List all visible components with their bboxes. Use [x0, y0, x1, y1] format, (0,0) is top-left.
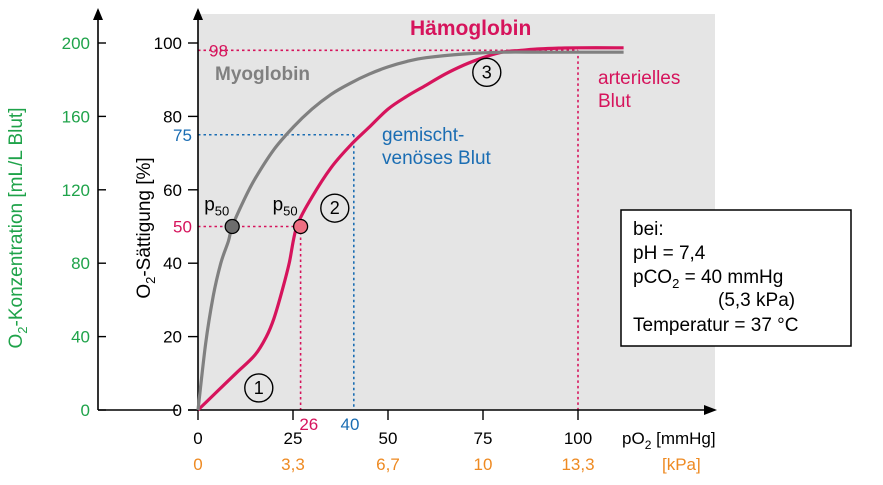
- y-tick-label-80: 80: [163, 107, 182, 126]
- p50-label-hb: p50: [273, 195, 298, 219]
- y2-tick-label-120: 120: [62, 181, 90, 200]
- circled-number-label-1: 1: [254, 378, 264, 398]
- conditions-title: bei:: [633, 219, 664, 240]
- y2-tick-label-40: 40: [71, 328, 90, 347]
- conditions-ph: pH = 7,4: [633, 243, 706, 264]
- circled-number-label-3: 3: [482, 62, 492, 82]
- x-kpa-label-2: 6,7: [376, 455, 400, 474]
- x-tick-label-0: 0: [193, 429, 202, 448]
- x-tick-label-75: 75: [474, 429, 493, 448]
- arterial-label-line2: Blut: [598, 91, 631, 112]
- conditions-temperature: Temperatur = 37 °C: [633, 315, 798, 336]
- x-tick-label-100: 100: [564, 429, 592, 448]
- p50-point-hb: [292, 218, 309, 235]
- p50-point-mb: [224, 218, 240, 235]
- y-tick-label-20: 20: [163, 328, 182, 347]
- venous-label-line1: gemischt-: [382, 125, 464, 146]
- axes: 020406080100O2-Sättigung [%]040801201602…: [6, 8, 717, 474]
- x-kpa-label-1: 3,3: [281, 455, 305, 474]
- x-axis-arrow: [704, 405, 717, 415]
- circled-number-3: [472, 57, 502, 88]
- conditions-kpa: (5,3 kPa): [718, 290, 795, 311]
- y2-axis-title: O2-Konzentration [mL/L Blut]: [6, 108, 30, 349]
- curves: [196, 46, 624, 412]
- p50-label-mb: p50: [204, 195, 229, 219]
- series-line-hb: [196, 46, 624, 412]
- y2-axis-arrow: [93, 8, 103, 20]
- y2-tick-label-200: 200: [62, 34, 90, 53]
- x-marker-26: 26: [299, 415, 318, 434]
- x-marker-40: 40: [341, 415, 360, 434]
- reference-value-98: 98: [209, 41, 228, 60]
- conditions-box: bei: pH = 7,4 pCO2 = 40 mmHg(5,3 kPa) Tempe…: [620, 209, 852, 347]
- y2-tick-label-0: 0: [81, 401, 90, 420]
- reference-value-50: 50: [173, 218, 192, 237]
- circled-number-1: [244, 373, 274, 403]
- y-tick-label-100: 100: [154, 34, 182, 53]
- x-kpa-label-3: 10: [474, 455, 493, 474]
- x-kpa-label-0: 0: [193, 455, 202, 474]
- conditions-pco2: pCO2 = 40 mmHg: [633, 267, 783, 291]
- labels: 98 75 50 26 40 p50 p50 1 2 3 Hämoglobin Myoglobin ge…: [173, 17, 680, 434]
- y-axis-title: O2-Sättigung [%]: [134, 157, 158, 298]
- conditions-box-frame: [620, 209, 852, 347]
- myoglobin-title: Myoglobin: [215, 64, 310, 85]
- series-line-mb: [196, 50, 624, 411]
- hemoglobin-title: Hämoglobin: [410, 17, 531, 40]
- y-tick-label-60: 60: [163, 181, 182, 200]
- y2-tick-label-160: 160: [62, 107, 90, 126]
- reference-lines: [198, 49, 579, 410]
- circled-number-2: [320, 193, 350, 223]
- x-kpa-label-4: 13,3: [561, 455, 594, 474]
- y2-tick-label-80: 80: [71, 254, 90, 273]
- y-axis-arrow: [193, 8, 203, 20]
- arterial-label-line1: arterielles: [598, 68, 680, 89]
- x-axis-title: pO2 [mmHg]: [622, 429, 716, 452]
- y-tick-label-40: 40: [163, 254, 182, 273]
- x-kpa-unit-label: [kPa]: [662, 455, 701, 474]
- circled-number-label-2: 2: [330, 198, 340, 218]
- x-tick-label-50: 50: [379, 429, 398, 448]
- reference-value-75: 75: [173, 126, 192, 145]
- x-tick-label-25: 25: [284, 429, 303, 448]
- venous-label-line2: venöses Blut: [382, 148, 492, 169]
